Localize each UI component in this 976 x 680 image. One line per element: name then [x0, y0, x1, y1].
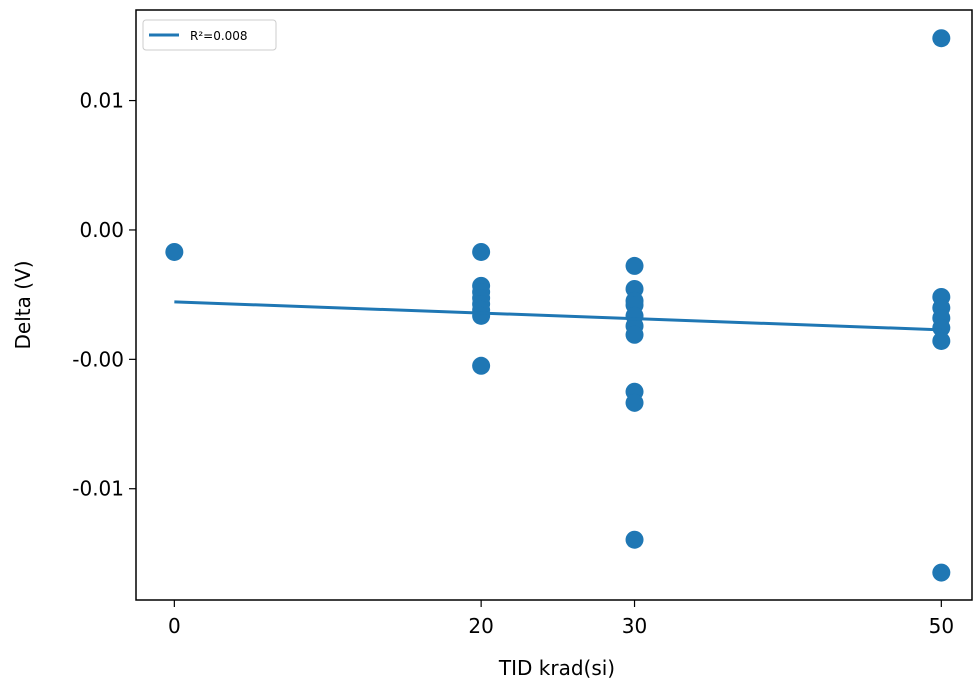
y-tick-label: -0.00 [72, 347, 124, 371]
point [472, 356, 491, 375]
fit-line [174, 300, 942, 332]
point [625, 256, 644, 275]
plot-frame [135, 9, 973, 601]
point [932, 318, 951, 337]
x-tick-label: 30 [622, 614, 647, 638]
x-tick-label: 50 [929, 614, 954, 638]
x-axis-label: TID krad(si) [498, 656, 615, 680]
point [625, 325, 644, 344]
point [472, 242, 491, 261]
legend: R²=0.008 [142, 19, 277, 51]
y-axis-label: Delta (V) [11, 260, 35, 349]
point [932, 563, 951, 582]
legend-label: R²=0.008 [190, 29, 248, 43]
y-tick-label: 0.00 [79, 218, 124, 242]
point [625, 530, 644, 549]
y-tick-label: -0.01 [72, 477, 124, 501]
y-tick-label: 0.01 [79, 89, 124, 113]
x-tick-label: 0 [168, 614, 181, 638]
point [625, 393, 644, 412]
legend-box [142, 19, 277, 51]
x-tick-label: 20 [468, 614, 493, 638]
point [472, 306, 491, 325]
point [932, 331, 951, 350]
point [932, 29, 951, 48]
point [165, 242, 184, 261]
